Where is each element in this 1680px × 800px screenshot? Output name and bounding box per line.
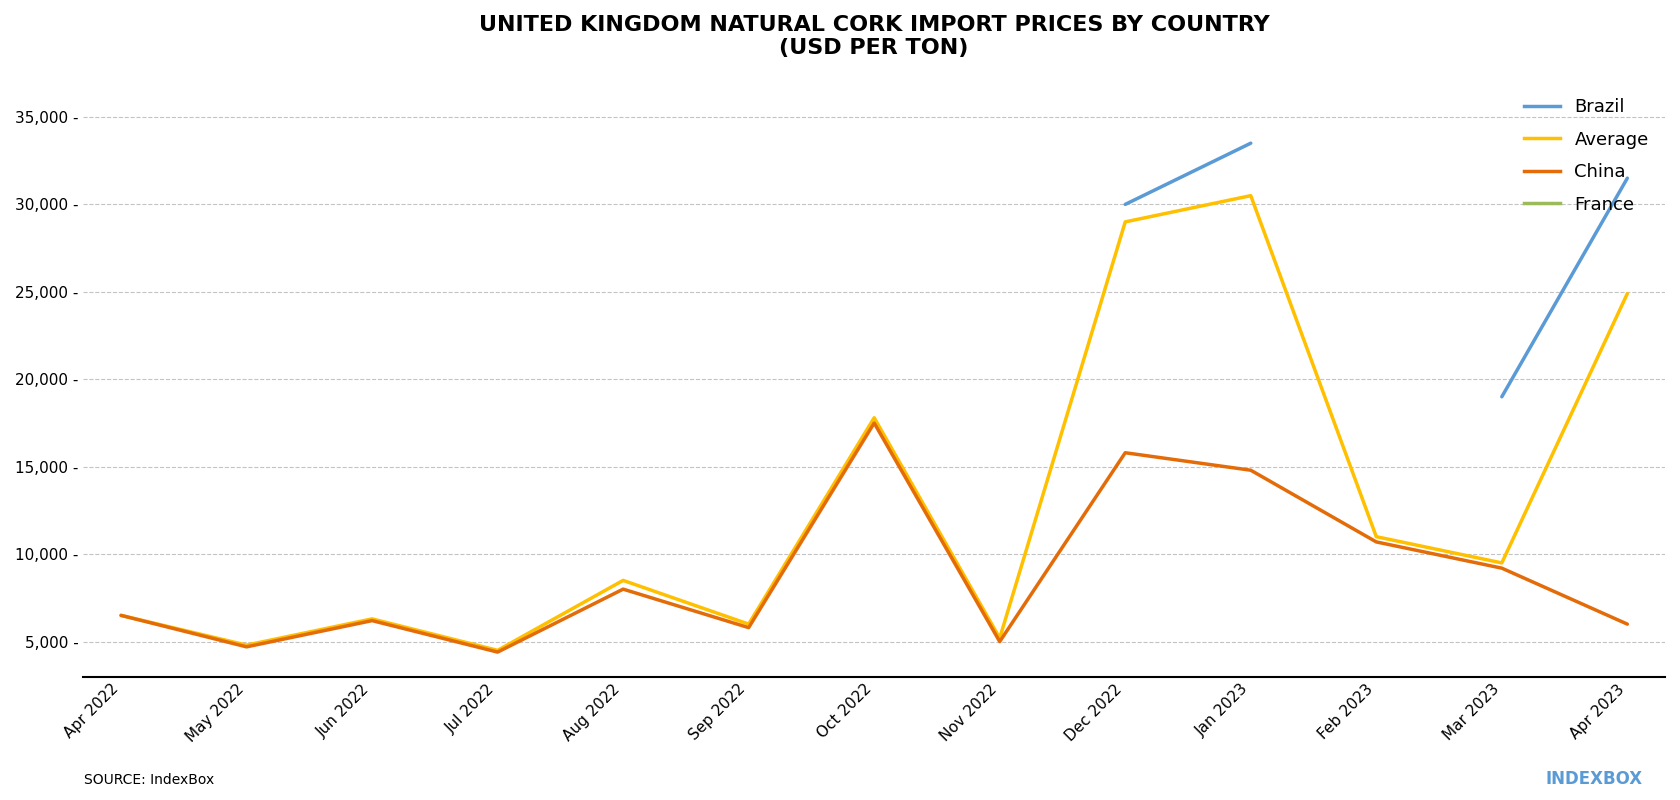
- Average: [613, 576, 633, 586]
- Average: [990, 634, 1010, 643]
- Average: [1492, 558, 1512, 568]
- Average: [739, 619, 759, 629]
- Average: [487, 646, 507, 655]
- China: [1242, 466, 1262, 475]
- China: [1618, 619, 1638, 629]
- Legend: Brazil, Average, China, France: Brazil, Average, China, France: [1517, 91, 1656, 221]
- Average: [864, 413, 884, 422]
- China: [1492, 563, 1512, 573]
- Line: China: China: [121, 423, 1628, 652]
- China: [1366, 537, 1386, 546]
- Brazil: [1116, 199, 1136, 209]
- Average: [361, 614, 381, 624]
- China: [361, 616, 381, 626]
- China: [613, 584, 633, 594]
- China: [990, 637, 1010, 646]
- China: [739, 623, 759, 633]
- China: [111, 610, 131, 620]
- China: [237, 642, 257, 652]
- China: [1116, 448, 1136, 458]
- Brazil: [1242, 138, 1262, 148]
- China: [864, 418, 884, 428]
- Average: [111, 610, 131, 620]
- China: [487, 647, 507, 657]
- Average: [1242, 191, 1262, 201]
- Text: SOURCE: IndexBox: SOURCE: IndexBox: [84, 773, 215, 787]
- Title: UNITED KINGDOM NATURAL CORK IMPORT PRICES BY COUNTRY
(USD PER TON): UNITED KINGDOM NATURAL CORK IMPORT PRICE…: [479, 15, 1270, 58]
- Average: [1618, 289, 1638, 298]
- Text: INDEXBOX: INDEXBOX: [1546, 770, 1643, 788]
- Average: [1366, 532, 1386, 542]
- Average: [237, 640, 257, 650]
- Average: [1116, 217, 1136, 226]
- Line: Average: Average: [121, 196, 1628, 650]
- Line: Brazil: Brazil: [1126, 143, 1252, 204]
